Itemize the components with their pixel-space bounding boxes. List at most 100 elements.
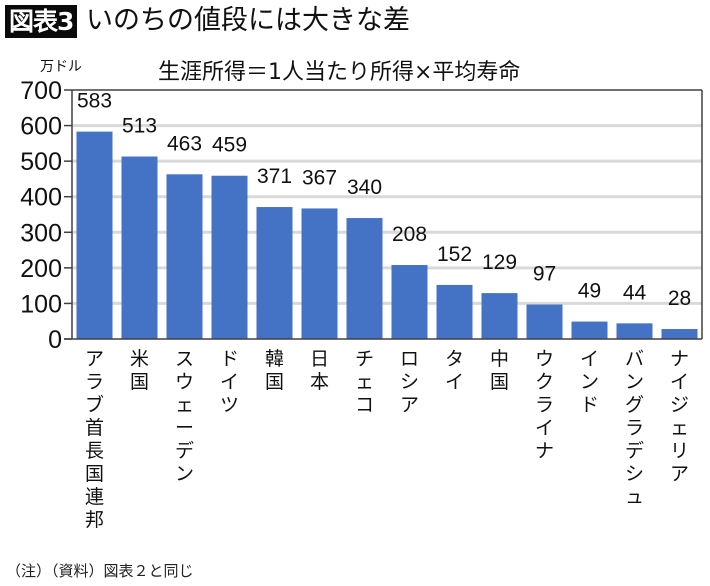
category-label: ドイツ xyxy=(220,348,239,416)
data-label: 28 xyxy=(668,287,691,310)
chart-title: 生涯所得＝1人当たり所得×平均寿命 xyxy=(158,60,521,85)
category-label-char: ウ xyxy=(175,371,194,393)
y-tick-label: 500 xyxy=(20,148,62,176)
bar xyxy=(166,174,203,339)
category-label-char: 首 xyxy=(85,417,104,439)
category-label-char: イ xyxy=(445,371,464,393)
bar xyxy=(346,218,383,339)
category-label-char: ン xyxy=(625,371,644,393)
category-label-char: 国 xyxy=(265,371,284,393)
category-label-char: ア xyxy=(85,348,104,370)
category-label-char: チ xyxy=(355,348,374,370)
bar xyxy=(76,131,113,339)
category-label-char: コ xyxy=(355,394,374,416)
category-label-char: 国 xyxy=(490,371,509,393)
data-label: 463 xyxy=(167,132,202,155)
data-label: 459 xyxy=(212,134,247,157)
category-label-char: 長 xyxy=(85,440,104,462)
data-label: 208 xyxy=(392,223,427,246)
bar xyxy=(211,175,248,339)
category-label-char: 米 xyxy=(130,348,149,370)
y-tick-label: 0 xyxy=(48,326,62,354)
category-label-char: ツ xyxy=(220,394,239,416)
category-label: インド xyxy=(580,348,599,416)
category-label-char: ク xyxy=(535,371,554,393)
category-label-char: 国 xyxy=(85,463,104,485)
y-tick-labels: 0 100 200 300 400 500 600 700 xyxy=(20,77,62,354)
category-label-char: ラ xyxy=(625,417,644,439)
category-label-char: ェ xyxy=(355,371,374,393)
category-label-char: 日 xyxy=(310,348,329,370)
category-label-char: ン xyxy=(580,371,599,393)
category-label-char: ド xyxy=(580,394,599,416)
category-label-char: グ xyxy=(625,394,644,416)
bar xyxy=(571,321,608,339)
data-labels: 583 513 463 459 371 367 340 208 152 129 97 49 44 28 xyxy=(77,90,691,310)
category-label-char: ア xyxy=(400,394,419,416)
category-label: 韓国 xyxy=(265,348,284,393)
y-tick-label: 300 xyxy=(20,219,62,247)
category-label-char: イ xyxy=(580,348,599,370)
category-label-char: 中 xyxy=(490,348,509,370)
category-label-char: イ xyxy=(670,371,689,393)
bar xyxy=(481,293,518,339)
data-label: 340 xyxy=(347,176,382,199)
data-label: 513 xyxy=(122,115,157,138)
category-label-char: シ xyxy=(625,463,644,485)
y-tick-label: 700 xyxy=(20,77,62,105)
category-label-char: デ xyxy=(175,440,194,462)
category-label: タイ xyxy=(445,348,464,393)
category-label-char: タ xyxy=(445,348,464,370)
category-label: ロシア xyxy=(400,348,419,416)
category-label-char: デ xyxy=(625,440,644,462)
category-label-char: ロ xyxy=(400,348,419,370)
category-label-char: ナ xyxy=(670,348,689,370)
category-label-char: ラ xyxy=(85,371,104,393)
category-label-char: ス xyxy=(175,348,194,370)
category-label-char: シ xyxy=(400,371,419,393)
category-label-char: 韓 xyxy=(265,348,284,370)
data-label: 97 xyxy=(533,262,556,285)
bar xyxy=(391,265,428,339)
data-label: 367 xyxy=(302,166,337,189)
category-label-char: 本 xyxy=(310,371,329,393)
category-label-char: 国 xyxy=(130,371,149,393)
category-label-char: ラ xyxy=(535,394,554,416)
category-label: チェコ xyxy=(355,348,374,416)
category-label: 中国 xyxy=(490,348,509,393)
data-label: 49 xyxy=(578,280,601,303)
y-tick-label: 200 xyxy=(20,255,62,283)
category-label-char: 連 xyxy=(85,486,104,508)
bar xyxy=(436,284,473,339)
data-label: 44 xyxy=(623,281,647,304)
category-label-char: ブ xyxy=(85,393,104,416)
y-tick-label: 100 xyxy=(20,290,62,318)
figure-title: いのちの値段には大きな差 xyxy=(86,5,410,36)
category-label-char: ナ xyxy=(535,440,554,462)
category-label-char: イ xyxy=(220,371,239,393)
category-label-char: ェ xyxy=(670,417,689,439)
category-label-char: ウ xyxy=(535,348,554,370)
y-tick-label: 400 xyxy=(20,184,62,212)
category-label-char: 邦 xyxy=(85,509,104,531)
bar xyxy=(301,208,338,339)
category-label-char: ド xyxy=(220,348,239,370)
bar xyxy=(526,304,563,339)
y-axis-unit-label: 万ドル xyxy=(40,59,82,75)
category-label-char: リ xyxy=(670,440,689,462)
data-label: 583 xyxy=(77,90,112,113)
bar xyxy=(616,323,653,339)
y-tick-label: 600 xyxy=(20,113,62,141)
data-label: 152 xyxy=(437,243,472,266)
category-label-char: ジ xyxy=(670,394,689,416)
data-label: 371 xyxy=(257,165,292,188)
category-label-char: イ xyxy=(535,417,554,439)
bar xyxy=(121,156,158,339)
category-label-char: ュ xyxy=(625,486,644,508)
